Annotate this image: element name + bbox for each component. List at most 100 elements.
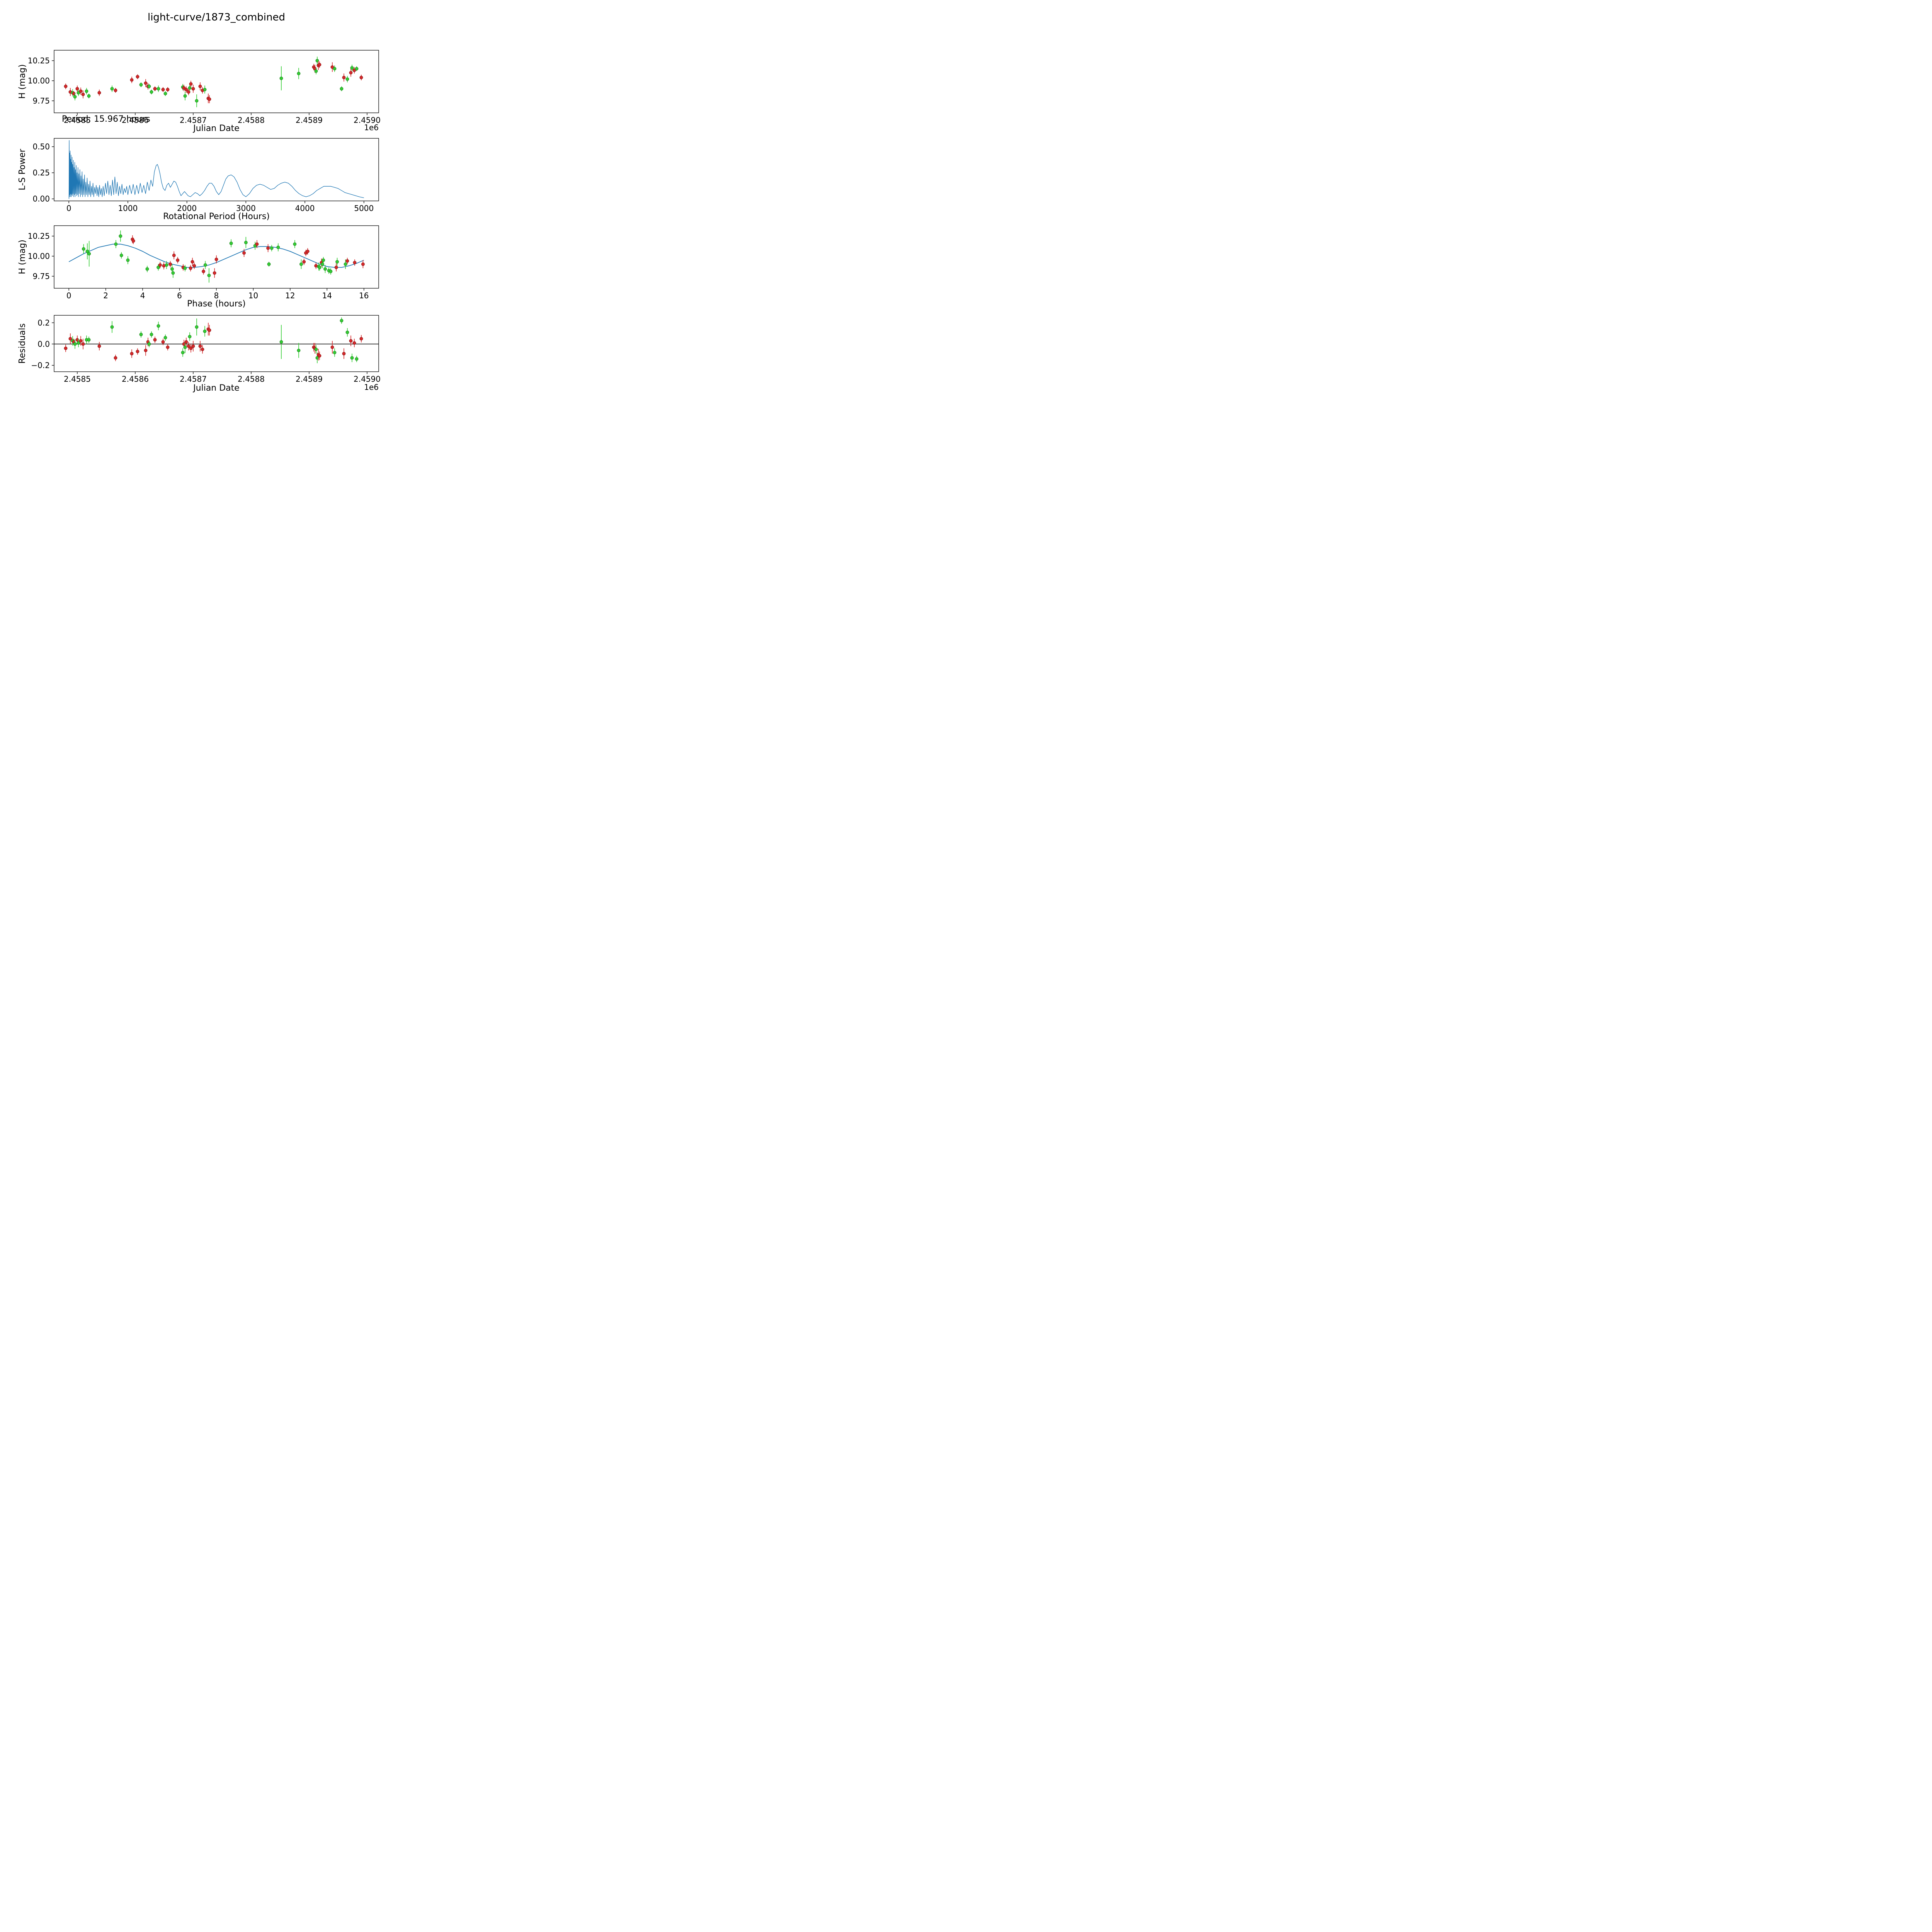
x-tick-label: 2 xyxy=(103,291,108,300)
x-tick-label: 3000 xyxy=(236,204,256,213)
data-point xyxy=(266,246,270,250)
data-point xyxy=(161,340,165,344)
data-point xyxy=(139,83,143,87)
data-point xyxy=(181,350,185,354)
data-point xyxy=(314,347,318,351)
data-point xyxy=(330,345,334,349)
y-tick-label: 0.25 xyxy=(32,168,50,177)
data-point xyxy=(353,261,357,264)
data-point xyxy=(329,269,333,273)
data-point xyxy=(72,92,76,95)
x-tick-label: 8 xyxy=(214,291,219,300)
data-point xyxy=(184,88,188,92)
data-point xyxy=(79,339,83,343)
data-point xyxy=(114,242,118,246)
data-point xyxy=(85,89,88,93)
x-tick-label: 2.4587 xyxy=(180,116,207,125)
x-tick-label: 4 xyxy=(140,291,145,300)
data-point xyxy=(189,82,193,86)
data-point xyxy=(191,344,195,348)
data-point xyxy=(352,68,356,72)
data-point xyxy=(161,88,165,92)
data-point xyxy=(349,339,353,343)
xlabel-rotational-period: Rotational Period (Hours) xyxy=(163,212,270,221)
x-tick-label: 10 xyxy=(248,291,258,300)
x-tick-label: 2.4588 xyxy=(238,374,265,384)
data-point xyxy=(342,76,346,80)
data-point xyxy=(81,342,85,346)
data-point xyxy=(153,338,157,342)
x-tick-label: 14 xyxy=(322,291,332,300)
x-tick-label: 16 xyxy=(359,291,369,300)
data-point xyxy=(110,325,114,329)
data-point xyxy=(190,260,194,264)
data-point xyxy=(187,344,190,348)
axis-offset-top: 1e6 xyxy=(364,123,379,132)
x-tick-label: 0 xyxy=(66,204,71,213)
data-point xyxy=(213,271,216,275)
x-tick-label: 2.4590 xyxy=(354,374,381,384)
data-point xyxy=(77,91,80,95)
data-point xyxy=(345,259,349,263)
data-point xyxy=(318,63,321,66)
data-point xyxy=(340,319,344,323)
data-point xyxy=(267,262,271,266)
x-tick-label: 2.4587 xyxy=(180,374,207,384)
data-point xyxy=(191,87,195,91)
data-point xyxy=(306,250,310,253)
axes-box xyxy=(54,315,379,372)
data-point xyxy=(183,266,187,270)
data-point xyxy=(126,258,130,262)
data-point xyxy=(150,333,153,337)
data-point xyxy=(119,234,122,238)
xlabel-julian-date-top: Julian Date xyxy=(193,124,240,133)
y-tick-label: −0.2 xyxy=(31,361,50,370)
ylabel-h-mag-phase: H (mag) xyxy=(17,240,27,274)
axes-box xyxy=(54,50,379,113)
data-point xyxy=(150,90,153,94)
x-tick-label: 2.4590 xyxy=(354,116,381,125)
data-point xyxy=(82,247,85,251)
data-point xyxy=(184,340,188,344)
x-tick-label: 6 xyxy=(177,291,182,300)
data-point xyxy=(168,262,172,266)
data-point xyxy=(75,338,79,342)
data-point xyxy=(350,66,354,70)
x-tick-label: 0 xyxy=(66,291,71,300)
x-tick-label: 2.4586 xyxy=(122,374,149,384)
data-point xyxy=(166,345,170,349)
axes-box xyxy=(54,138,379,201)
data-point xyxy=(119,253,123,257)
data-point xyxy=(340,87,344,91)
data-point xyxy=(321,258,325,262)
data-point xyxy=(361,262,365,266)
x-tick-label: 4000 xyxy=(295,204,315,213)
data-point xyxy=(144,349,148,352)
data-point xyxy=(355,357,359,361)
y-tick-label: 0.00 xyxy=(32,194,50,204)
data-point xyxy=(189,266,192,270)
data-point xyxy=(229,242,233,245)
data-point xyxy=(270,246,274,250)
data-point xyxy=(276,245,280,249)
data-point xyxy=(97,91,101,95)
data-point xyxy=(195,99,199,103)
data-point xyxy=(114,88,117,92)
y-tick-label: 9.75 xyxy=(32,96,50,105)
data-point xyxy=(131,239,135,243)
data-point xyxy=(207,328,211,332)
y-tick-label: 10.25 xyxy=(28,231,50,241)
data-point xyxy=(318,354,321,358)
data-point xyxy=(299,262,303,266)
data-point xyxy=(165,263,168,267)
y-tick-label: 9.75 xyxy=(32,272,50,281)
data-point xyxy=(183,94,187,98)
data-point xyxy=(183,345,187,349)
x-tick-label: 2000 xyxy=(177,204,197,213)
data-point xyxy=(315,356,319,360)
data-point xyxy=(344,262,347,266)
data-point xyxy=(188,86,192,90)
data-point xyxy=(79,89,83,93)
data-point xyxy=(314,69,318,73)
data-point xyxy=(182,342,186,346)
